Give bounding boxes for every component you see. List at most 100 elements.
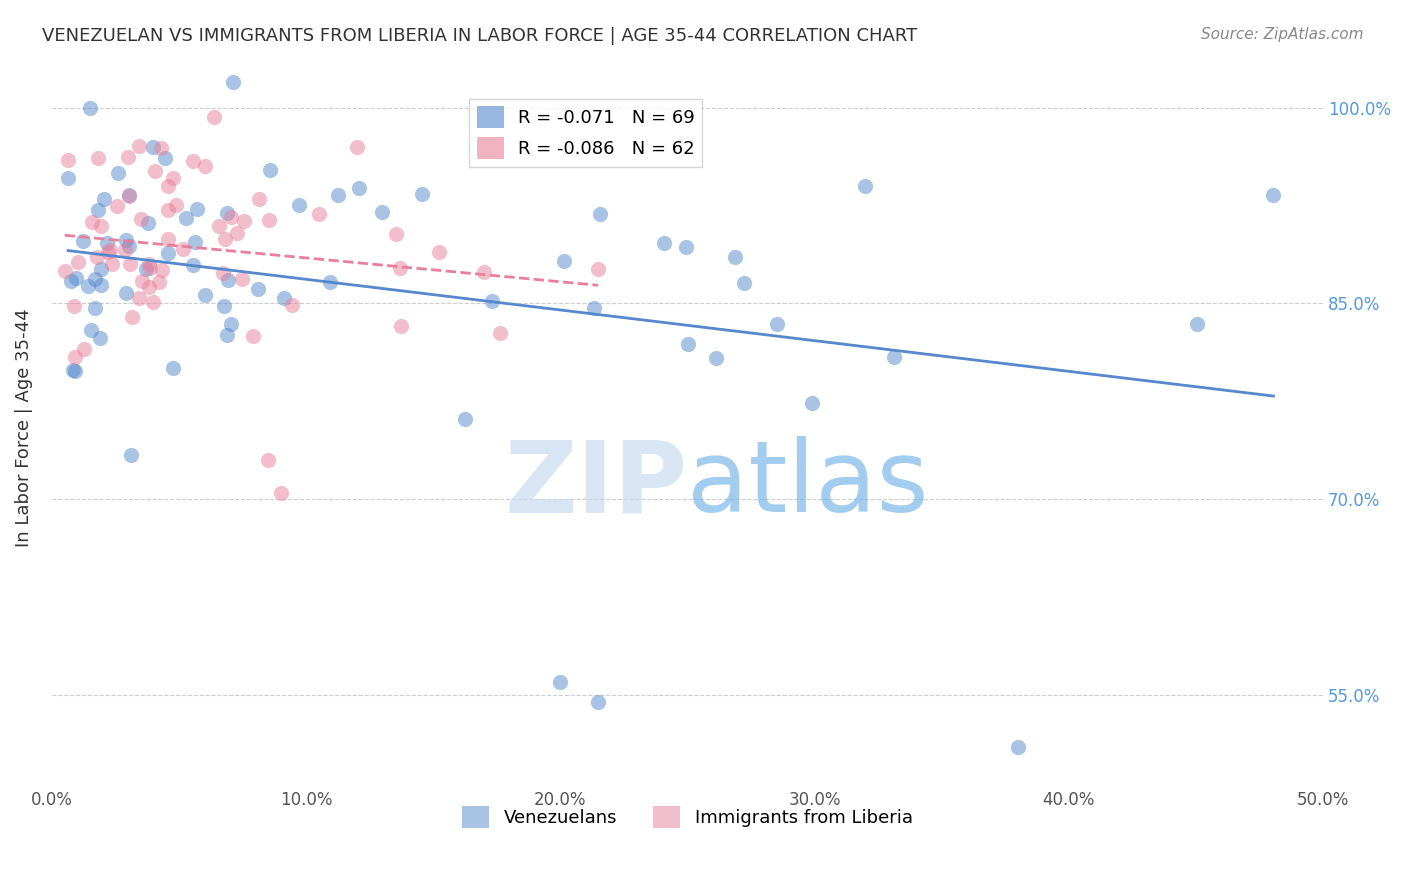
Immigrants from Liberia (128, 139, 150, 153)
Text: atlas: atlas (688, 436, 929, 533)
Immigrants from Liberia (242, 329, 264, 343)
Immigrants from Liberia (129, 211, 152, 226)
Venezuelans (733, 276, 755, 290)
Immigrants from Liberia (233, 214, 256, 228)
Venezuelans (319, 275, 342, 289)
Venezuelans (217, 273, 239, 287)
Immigrants from Liberia (208, 219, 231, 233)
Venezuelans (215, 206, 238, 220)
Immigrants from Liberia (388, 260, 411, 275)
Immigrants from Liberia (181, 153, 204, 168)
Immigrants from Liberia (212, 266, 235, 280)
Venezuelans (582, 301, 605, 315)
Venezuelans (676, 337, 699, 351)
Immigrants from Liberia (214, 232, 236, 246)
Venezuelans (63, 364, 86, 378)
Immigrants from Liberia (82, 215, 104, 229)
Immigrants from Liberia (219, 210, 242, 224)
Venezuelans (194, 288, 217, 302)
Immigrants from Liberia (172, 243, 194, 257)
Venezuelans (59, 275, 82, 289)
Immigrants from Liberia (117, 150, 139, 164)
Venezuelans (259, 163, 281, 178)
Immigrants from Liberia (87, 151, 110, 165)
Immigrants from Liberia (128, 291, 150, 305)
Immigrants from Liberia (142, 294, 165, 309)
Venezuelans (222, 74, 245, 88)
Immigrants from Liberia (586, 262, 609, 277)
Venezuelans (136, 216, 159, 230)
Immigrants from Liberia (138, 257, 160, 271)
Y-axis label: In Labor Force | Age 35-44: In Labor Force | Age 35-44 (15, 309, 32, 547)
Venezuelans (855, 179, 877, 194)
Immigrants from Liberia (121, 310, 143, 324)
Venezuelans (90, 277, 112, 292)
Immigrants from Liberia (308, 207, 330, 221)
Venezuelans (80, 323, 103, 337)
Immigrants from Liberia (66, 254, 89, 268)
Venezuelans (181, 258, 204, 272)
Immigrants from Liberia (257, 453, 280, 467)
Venezuelans (371, 204, 394, 219)
Venezuelans (724, 250, 747, 264)
Immigrants from Liberia (101, 257, 124, 271)
Venezuelans (115, 286, 138, 301)
Venezuelans (766, 317, 789, 331)
Venezuelans (174, 211, 197, 225)
Immigrants from Liberia (257, 212, 280, 227)
Immigrants from Liberia (114, 243, 136, 257)
Venezuelans (120, 448, 142, 462)
Immigrants from Liberia (105, 199, 128, 213)
Venezuelans (246, 282, 269, 296)
Venezuelans (411, 186, 433, 201)
Venezuelans (89, 331, 111, 345)
Immigrants from Liberia (472, 265, 495, 279)
Immigrants from Liberia (346, 140, 368, 154)
Immigrants from Liberia (231, 271, 253, 285)
Immigrants from Liberia (150, 262, 173, 277)
Venezuelans (454, 412, 477, 426)
Immigrants from Liberia (138, 280, 160, 294)
Legend: Venezuelans, Immigrants from Liberia: Venezuelans, Immigrants from Liberia (456, 798, 920, 835)
Immigrants from Liberia (165, 198, 187, 212)
Immigrants from Liberia (131, 274, 153, 288)
Text: ZIP: ZIP (505, 436, 688, 533)
Venezuelans (1263, 188, 1285, 202)
Immigrants from Liberia (53, 264, 76, 278)
Venezuelans (79, 101, 101, 115)
Venezuelans (89, 262, 111, 277)
Immigrants from Liberia (157, 202, 180, 217)
Venezuelans (114, 233, 136, 247)
Venezuelans (156, 246, 179, 260)
Venezuelans (215, 328, 238, 343)
Immigrants from Liberia (63, 350, 86, 364)
Venezuelans (65, 271, 87, 285)
Venezuelans (481, 293, 503, 308)
Venezuelans (1007, 740, 1029, 755)
Venezuelans (1187, 317, 1209, 331)
Venezuelans (83, 271, 105, 285)
Immigrants from Liberia (139, 260, 162, 275)
Venezuelans (135, 262, 157, 277)
Immigrants from Liberia (162, 171, 184, 186)
Venezuelans (589, 207, 612, 221)
Venezuelans (142, 140, 165, 154)
Venezuelans (118, 239, 141, 253)
Venezuelans (883, 350, 905, 364)
Venezuelans (87, 203, 110, 218)
Venezuelans (93, 192, 115, 206)
Immigrants from Liberia (143, 164, 166, 178)
Venezuelans (328, 188, 350, 202)
Venezuelans (654, 236, 676, 251)
Immigrants from Liberia (90, 219, 112, 233)
Immigrants from Liberia (97, 244, 120, 259)
Immigrants from Liberia (98, 244, 121, 258)
Venezuelans (347, 180, 370, 194)
Immigrants from Liberia (63, 299, 86, 313)
Immigrants from Liberia (226, 226, 249, 240)
Venezuelans (704, 351, 727, 365)
Venezuelans (553, 254, 575, 268)
Venezuelans (219, 317, 242, 331)
Venezuelans (76, 278, 98, 293)
Venezuelans (801, 396, 824, 410)
